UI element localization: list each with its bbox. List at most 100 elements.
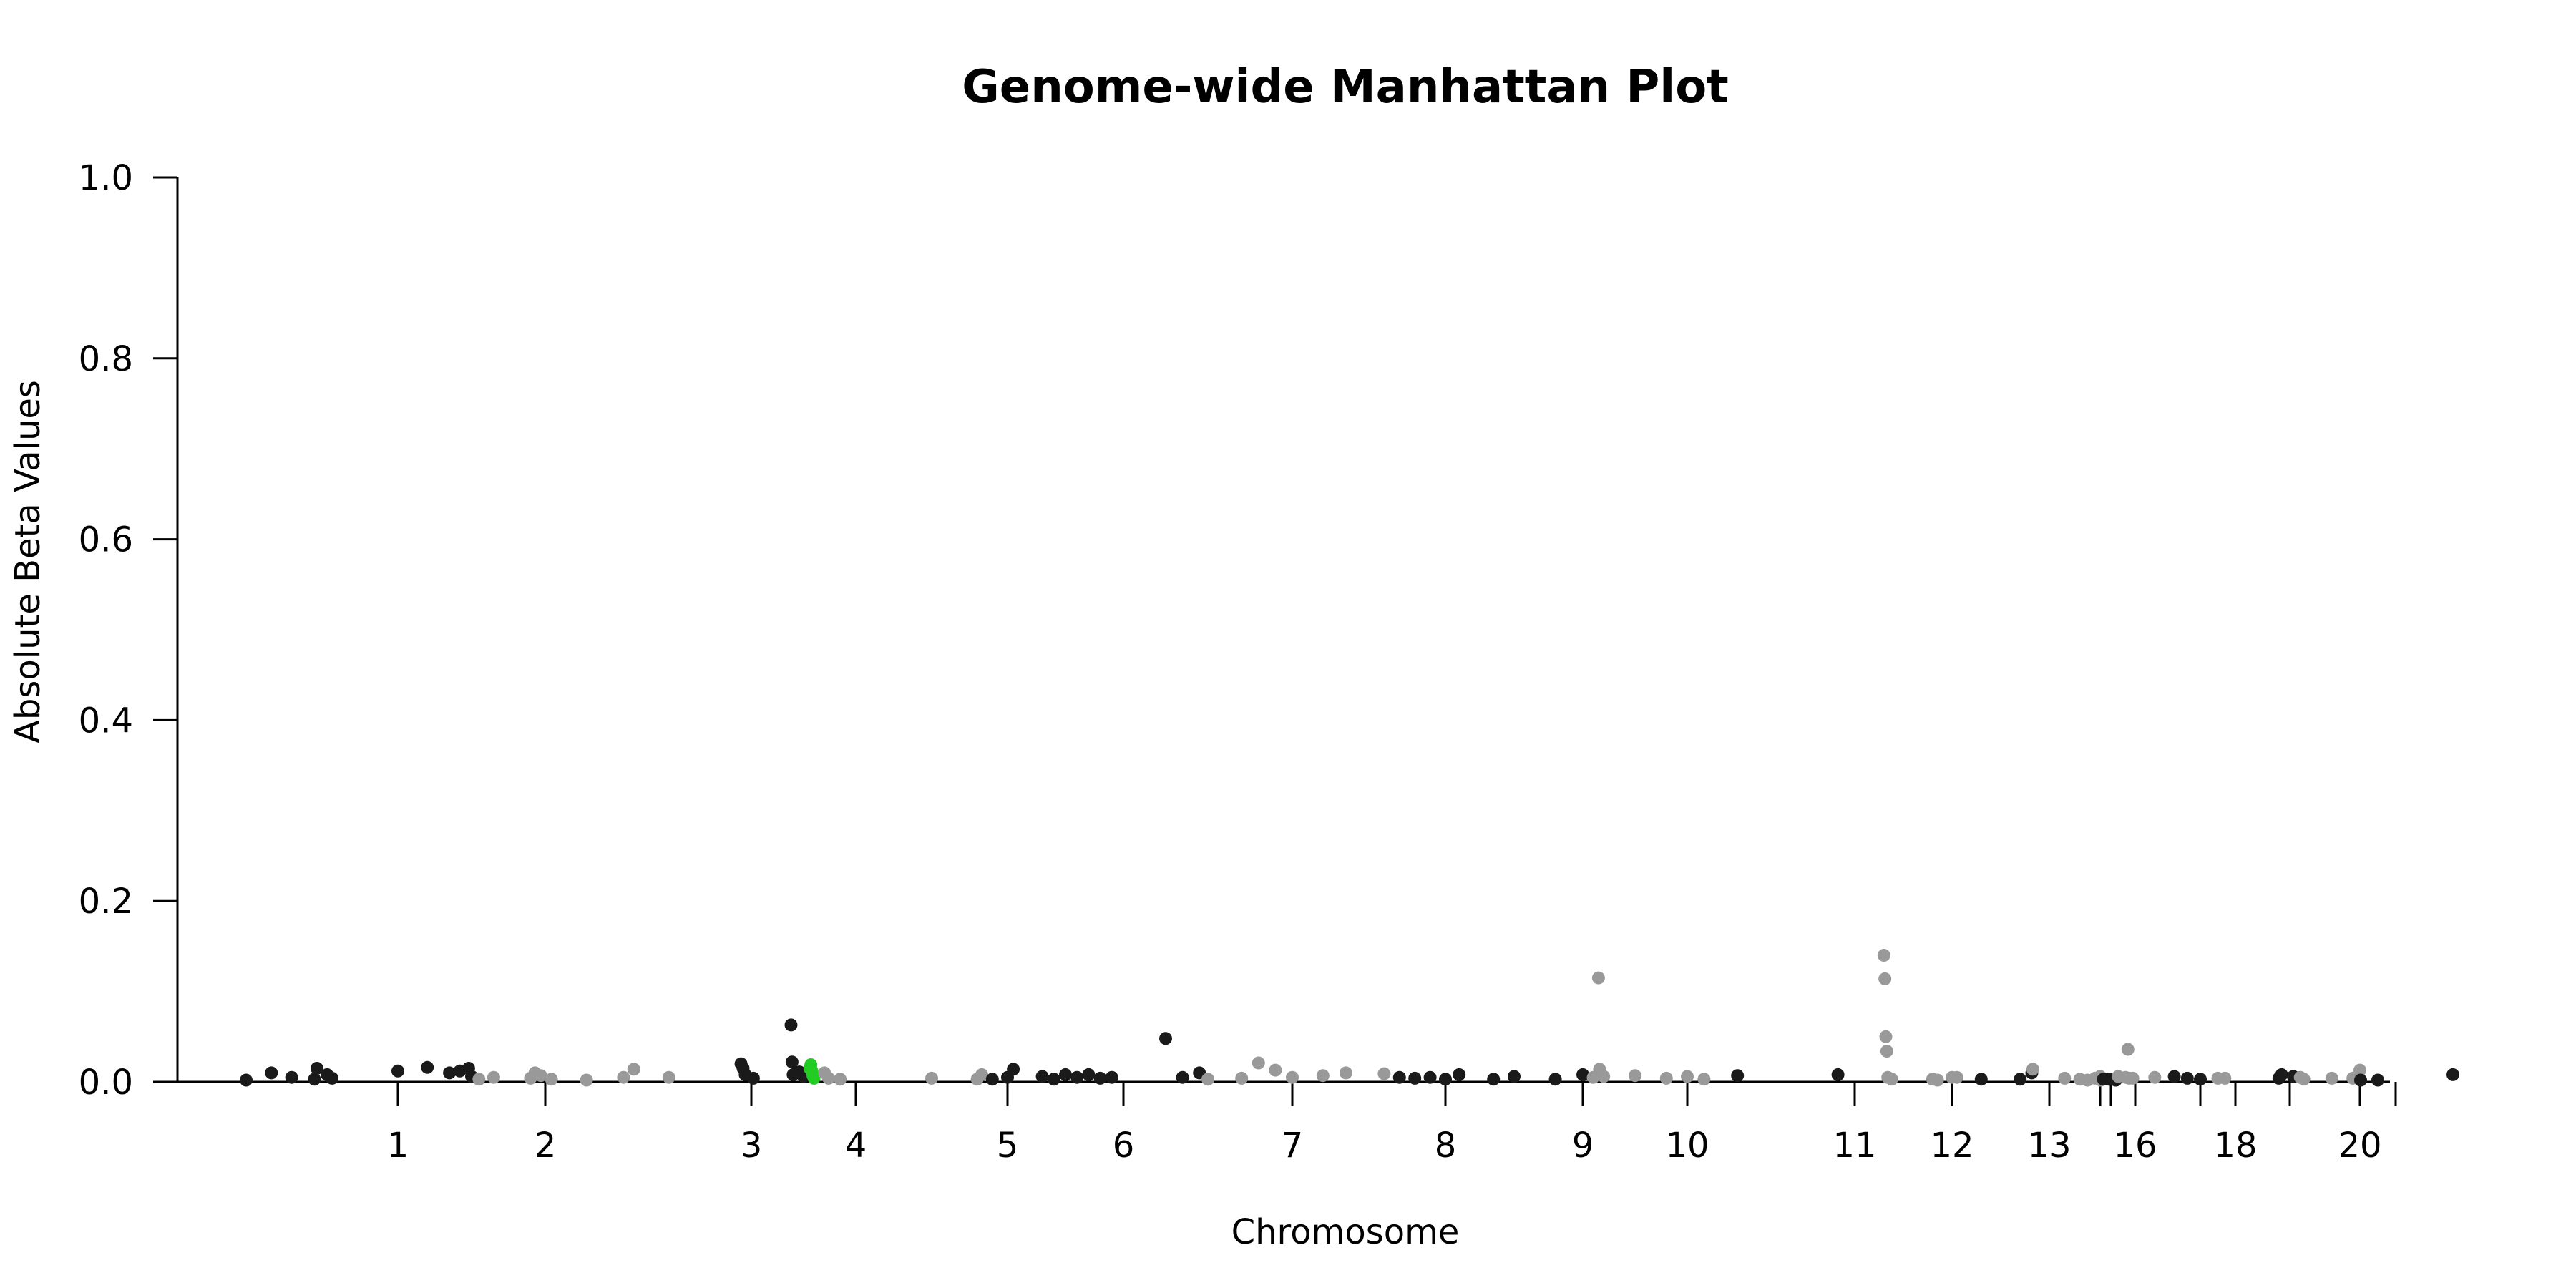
data-point	[1548, 1073, 1562, 1086]
data-point	[421, 1060, 434, 1074]
data-point	[1201, 1073, 1214, 1086]
data-point	[662, 1070, 675, 1084]
data-point	[1392, 1070, 1406, 1084]
data-point	[1879, 1030, 1893, 1043]
x-tick-label: 13	[2027, 1126, 2071, 1166]
data-point	[2167, 1070, 2181, 1083]
data-point	[1831, 1068, 1845, 1081]
data-point	[2014, 1073, 2027, 1086]
data-point	[1487, 1073, 1501, 1086]
x-tick-label: 16	[2113, 1126, 2157, 1166]
x-tick-label: 11	[1833, 1126, 1876, 1166]
data-point	[1453, 1068, 1466, 1081]
data-point	[1176, 1070, 1189, 1084]
data-point	[1597, 1070, 1611, 1083]
data-point	[534, 1069, 547, 1083]
data-point	[822, 1071, 835, 1085]
data-point	[2353, 1063, 2366, 1077]
data-point	[1007, 1063, 1020, 1076]
data-point	[1931, 1073, 1944, 1087]
x-tick-label: 8	[1435, 1126, 1457, 1166]
x-tick-label: 4	[845, 1126, 867, 1166]
data-points	[240, 949, 2459, 1087]
data-point	[1252, 1056, 1265, 1070]
data-point	[545, 1073, 558, 1086]
x-tick-label: 9	[1572, 1126, 1594, 1166]
data-point	[2354, 1073, 2367, 1087]
data-point	[1681, 1070, 1694, 1083]
x-tick-label: 18	[2213, 1126, 2257, 1166]
data-point	[1880, 1045, 1893, 1058]
data-point	[2371, 1073, 2384, 1087]
data-point	[1877, 949, 1890, 962]
data-point	[487, 1070, 500, 1084]
data-point	[326, 1071, 339, 1085]
data-point	[443, 1066, 457, 1080]
data-point	[2180, 1071, 2194, 1085]
data-point	[2058, 1071, 2072, 1085]
y-tick-label: 1.0	[79, 158, 133, 198]
x-tick-label: 10	[1665, 1126, 1709, 1166]
data-point	[1235, 1071, 1249, 1085]
data-point	[1508, 1070, 1521, 1083]
x-tick-label: 12	[1930, 1126, 1974, 1166]
data-point	[265, 1066, 278, 1080]
x-tick-label: 3	[741, 1126, 763, 1166]
data-point	[1731, 1069, 1745, 1083]
data-point	[1629, 1069, 1641, 1083]
data-point	[1082, 1068, 1096, 1081]
data-point	[285, 1070, 298, 1084]
data-point	[1035, 1070, 1049, 1083]
data-point	[2121, 1043, 2135, 1056]
data-point	[2218, 1071, 2232, 1085]
y-axis: 0.0 0.2 0.4 0.6 0.8 1.0	[79, 158, 179, 1103]
y-tick-label: 0.8	[79, 339, 133, 379]
data-point	[1070, 1070, 1084, 1084]
chart-title: Genome-wide Manhattan Plot	[962, 61, 1729, 114]
data-point	[310, 1062, 323, 1075]
data-point	[2194, 1073, 2207, 1086]
data-point	[472, 1073, 486, 1086]
data-point	[1316, 1069, 1330, 1083]
data-point	[925, 1071, 938, 1085]
data-point	[1576, 1068, 1589, 1081]
data-point	[2026, 1063, 2039, 1076]
x-axis-label: Chromosome	[1231, 1212, 1460, 1252]
data-point	[1159, 1032, 1172, 1045]
x-tick-label: 20	[2338, 1126, 2381, 1166]
data-point	[1950, 1070, 1963, 1084]
data-point	[2446, 1068, 2459, 1081]
x-tick-label: 7	[1282, 1126, 1304, 1166]
data-point	[975, 1068, 988, 1081]
data-point	[308, 1073, 321, 1086]
data-point	[1339, 1066, 1352, 1080]
data-point	[1377, 1067, 1391, 1080]
x-tick-label: 2	[535, 1126, 557, 1166]
data-point	[807, 1071, 821, 1085]
data-point	[2297, 1073, 2311, 1086]
data-point	[1423, 1070, 1437, 1084]
data-point	[2148, 1070, 2162, 1084]
data-point	[617, 1070, 630, 1084]
data-point	[1408, 1071, 1422, 1085]
y-tick-label: 0.0	[79, 1063, 133, 1103]
data-point	[1093, 1071, 1107, 1085]
x-tick-label: 5	[997, 1126, 1019, 1166]
data-point	[1591, 971, 1605, 985]
y-axis-label: Absolute Beta Values	[8, 380, 48, 743]
x-axis: 1 2 3 4 5 6 7 8 9 10 11 12 13 16 18 20	[177, 1080, 2397, 1166]
data-point	[1047, 1073, 1060, 1086]
data-point	[1059, 1068, 1072, 1081]
y-tick-label: 0.2	[79, 882, 133, 922]
x-tick-label: 1	[387, 1126, 409, 1166]
data-point	[1878, 972, 1892, 985]
data-point	[2126, 1071, 2140, 1085]
data-point	[1269, 1063, 1282, 1077]
data-point	[2275, 1068, 2288, 1081]
data-point	[985, 1073, 999, 1086]
data-point	[784, 1018, 798, 1032]
data-point	[2325, 1071, 2338, 1085]
data-point	[1659, 1071, 1673, 1085]
data-point	[1697, 1073, 1711, 1086]
